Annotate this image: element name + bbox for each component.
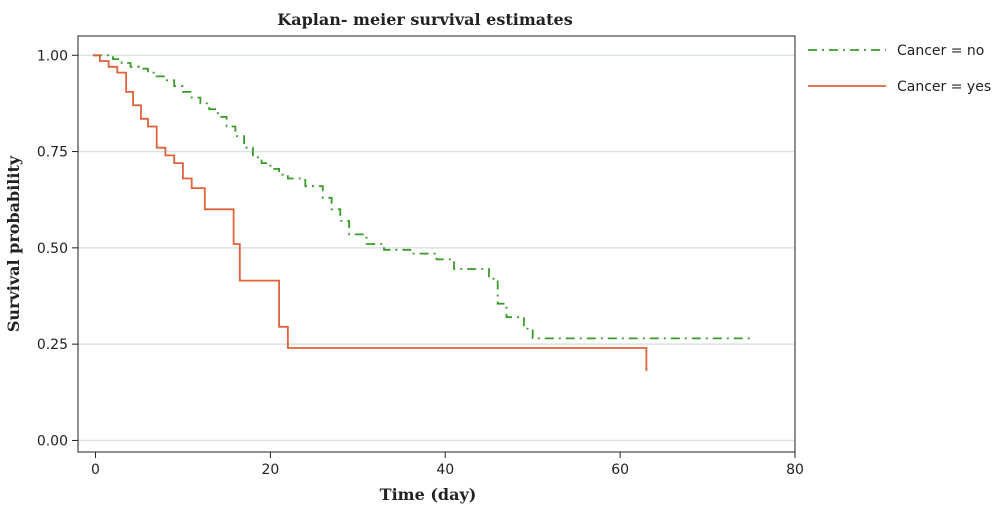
- x-tick-label: 20: [261, 462, 279, 478]
- x-tick-label: 40: [436, 462, 454, 478]
- x-axis: 0 20 40 60 80: [91, 452, 804, 478]
- y-axis-label: Survival probability: [4, 155, 23, 332]
- series-layer: [92, 54, 752, 372]
- x-axis-label: Time (day): [380, 485, 477, 504]
- y-tick-label: 1.00: [37, 48, 68, 64]
- legend: Cancer = no Cancer = yes: [808, 43, 991, 95]
- y-axis: 0.00 0.25 0.50 0.75 1.00: [37, 48, 78, 449]
- x-tick-label: 0: [91, 462, 100, 478]
- x-tick-label: 80: [786, 462, 804, 478]
- series-line-cancer-no: [92, 54, 752, 340]
- gridlines: [78, 54, 795, 442]
- legend-label: Cancer = yes: [897, 79, 991, 95]
- y-tick-label: 0.50: [37, 241, 68, 257]
- x-tick-label: 60: [611, 462, 629, 478]
- y-tick-label: 0.25: [37, 337, 68, 353]
- plot-frame: [77, 35, 796, 453]
- y-tick-label: 0.75: [37, 145, 68, 161]
- y-tick-label: 0.00: [37, 433, 68, 449]
- chart-title: Kaplan- meier survival estimates: [277, 10, 572, 29]
- legend-label: Cancer = no: [897, 43, 984, 59]
- series-line-cancer-yes: [92, 54, 648, 372]
